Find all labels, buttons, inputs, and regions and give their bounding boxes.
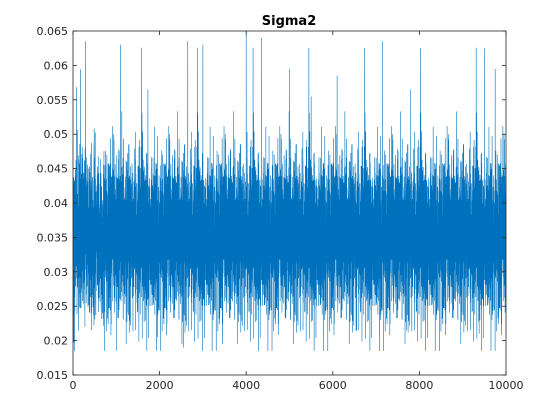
plot-area bbox=[72, 30, 507, 376]
y-tick-label: 0.04 bbox=[44, 197, 69, 210]
y-tick-label: 0.025 bbox=[37, 300, 69, 313]
x-tick-label: 0 bbox=[70, 379, 77, 392]
y-tick-label: 0.055 bbox=[37, 94, 69, 107]
y-tick-label: 0.065 bbox=[37, 25, 69, 38]
y-tick-label: 0.03 bbox=[44, 266, 69, 279]
y-tick-label: 0.015 bbox=[37, 369, 69, 382]
y-tick-label: 0.045 bbox=[37, 163, 69, 176]
x-tick-label: 2000 bbox=[146, 379, 174, 392]
x-tick-label: 6000 bbox=[319, 379, 347, 392]
x-tick-label: 8000 bbox=[405, 379, 433, 392]
y-tick-label: 0.06 bbox=[44, 59, 69, 72]
x-tick-label: 10000 bbox=[489, 379, 524, 392]
chart-title: Sigma2 bbox=[262, 14, 317, 29]
series-line-sigma2 bbox=[73, 31, 506, 351]
y-axis: 0.015 0.02 0.025 0.03 0.035 0.04 0.045 0.05 0.05… bbox=[37, 25, 506, 382]
x-tick-label: 4000 bbox=[232, 379, 260, 392]
y-tick-label: 0.02 bbox=[44, 335, 69, 348]
y-tick-label: 0.035 bbox=[37, 231, 69, 244]
y-tick-label: 0.05 bbox=[44, 128, 69, 141]
x-axis: 0 2000 4000 6000 8000 10000 bbox=[70, 31, 524, 392]
